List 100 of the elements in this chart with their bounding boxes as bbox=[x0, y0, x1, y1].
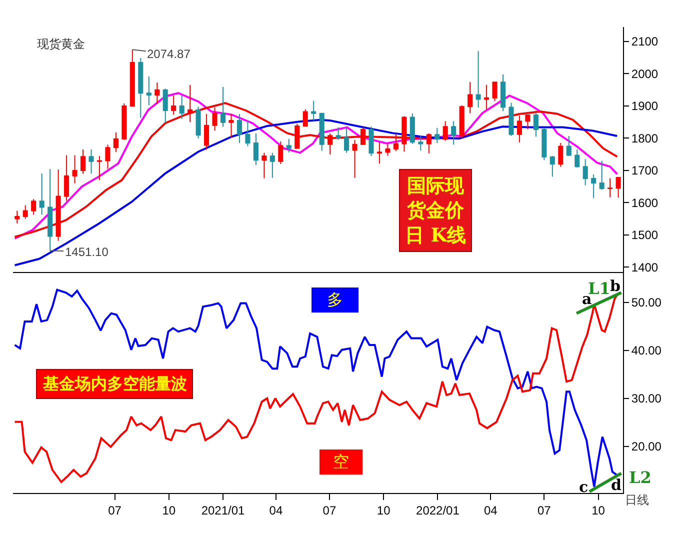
candlestick bbox=[138, 57, 144, 118]
x-tick-label: 10 bbox=[162, 503, 176, 518]
candlestick bbox=[122, 102, 127, 140]
candlestick bbox=[130, 49, 135, 106]
y-tick-label: 1400 bbox=[631, 260, 658, 274]
annotation: 2074.87 bbox=[147, 47, 191, 61]
candlestick bbox=[558, 142, 564, 168]
candlestick bbox=[294, 123, 300, 150]
candlestick bbox=[302, 108, 308, 128]
candlestick bbox=[451, 120, 456, 146]
text: 日线 bbox=[625, 493, 649, 507]
candlestick bbox=[212, 106, 218, 132]
candlestick bbox=[376, 142, 382, 164]
candlestick bbox=[468, 82, 473, 114]
candlestick bbox=[442, 120, 448, 142]
y-tick-label: 30.00 bbox=[631, 392, 662, 406]
candlestick bbox=[418, 135, 424, 151]
candlestick bbox=[591, 174, 596, 199]
candlestick bbox=[476, 50, 481, 108]
candlestick bbox=[245, 120, 250, 147]
candlestick bbox=[253, 132, 258, 166]
series-label: 空 bbox=[333, 453, 349, 471]
y-tick-label: 1900 bbox=[631, 99, 658, 114]
annotation: c bbox=[579, 478, 588, 496]
candlestick bbox=[228, 114, 234, 138]
x-tick-label: 07 bbox=[108, 503, 122, 518]
candlestick bbox=[352, 139, 358, 178]
candlestick bbox=[434, 127, 440, 144]
candlestick bbox=[459, 104, 464, 139]
candlestick bbox=[393, 133, 398, 152]
candlestick bbox=[262, 152, 267, 179]
y-tick-label: 1500 bbox=[631, 228, 658, 242]
candlestick bbox=[171, 94, 176, 116]
candlestick bbox=[236, 114, 242, 144]
candlestick bbox=[582, 158, 588, 186]
candlestick bbox=[311, 100, 316, 121]
candlestick bbox=[566, 135, 572, 156]
x-tick-label: 10 bbox=[376, 503, 391, 518]
candlestick bbox=[278, 140, 284, 165]
candlestick bbox=[599, 160, 604, 190]
candlestick bbox=[385, 144, 390, 156]
candlestick bbox=[336, 126, 341, 140]
candlestick bbox=[608, 178, 613, 198]
y-tick-label: 40.00 bbox=[631, 344, 662, 358]
candlestick bbox=[410, 112, 415, 145]
candlestick bbox=[220, 86, 226, 128]
candlestick bbox=[492, 81, 498, 102]
candlestick bbox=[500, 74, 506, 112]
candlestick bbox=[105, 144, 110, 170]
candlestick bbox=[319, 112, 324, 152]
series-label: L2 bbox=[629, 468, 652, 487]
candlestick bbox=[31, 198, 36, 216]
candlestick bbox=[22, 204, 28, 220]
candlestick bbox=[154, 82, 160, 105]
candlestick bbox=[270, 152, 275, 178]
candlestick bbox=[368, 126, 374, 156]
x-tick-label: 2021/01 bbox=[201, 503, 246, 518]
candlestick bbox=[533, 112, 538, 138]
candlestick bbox=[96, 155, 102, 181]
candlestick bbox=[525, 114, 530, 130]
candlestick bbox=[204, 114, 210, 150]
candlestick bbox=[574, 149, 580, 168]
candlestick bbox=[508, 102, 514, 136]
candlestick bbox=[162, 88, 168, 124]
x-tick-label: 07 bbox=[538, 503, 552, 518]
candlestick bbox=[179, 94, 184, 120]
candlestick bbox=[80, 149, 86, 174]
x-tick-label: 07 bbox=[322, 503, 336, 518]
x-tick-label: 04 bbox=[269, 503, 283, 518]
x-tick-label: 10 bbox=[592, 503, 606, 518]
text: 现货黄金 bbox=[37, 37, 85, 51]
candlestick bbox=[360, 126, 366, 146]
y-tick-label: 1700 bbox=[631, 164, 658, 178]
y-tick-label: 50.00 bbox=[631, 295, 662, 310]
candlestick bbox=[402, 116, 407, 152]
y-tick-label: 2000 bbox=[631, 66, 658, 81]
annotation: d bbox=[611, 476, 622, 494]
line-series bbox=[14, 118, 618, 266]
candlestick bbox=[542, 127, 547, 161]
y-tick-label: 1600 bbox=[631, 196, 658, 210]
x-tick-label: 2022/01 bbox=[416, 503, 460, 518]
candlestick bbox=[39, 172, 44, 216]
candlestick bbox=[48, 168, 53, 252]
candlestick bbox=[484, 84, 490, 110]
y-tick-label: 1800 bbox=[631, 131, 658, 146]
annotation: b bbox=[610, 277, 620, 295]
candlestick bbox=[196, 106, 201, 139]
candlestick bbox=[516, 115, 522, 143]
candlestick bbox=[14, 210, 20, 224]
candlestick bbox=[88, 149, 94, 174]
x-tick-label: 04 bbox=[484, 503, 498, 518]
candlestick bbox=[72, 154, 78, 184]
candlestick bbox=[616, 176, 621, 198]
annotation: 基金场内多空能量波 bbox=[42, 375, 187, 393]
annotation: 1451.10 bbox=[65, 245, 109, 259]
candlestick bbox=[550, 155, 555, 178]
candlestick bbox=[146, 76, 152, 106]
annotation: 国际现货金价日 K线 bbox=[405, 175, 466, 246]
y-tick-label: 20.00 bbox=[631, 440, 662, 454]
candlestick bbox=[426, 132, 432, 154]
